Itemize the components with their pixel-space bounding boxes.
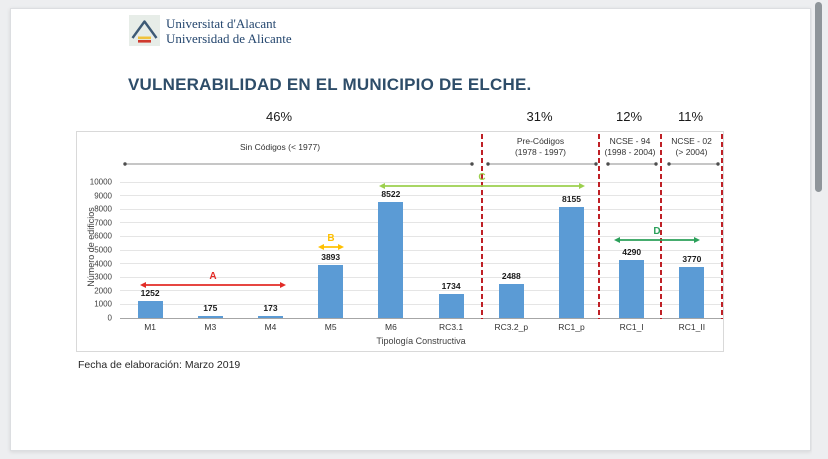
- section-percent: 11%: [677, 109, 704, 124]
- bar-value-label: 175: [203, 302, 218, 313]
- y-tick-label: 3000: [94, 272, 112, 282]
- university-name-catalan: Universitat d'Alacant: [166, 15, 277, 31]
- section-divider-line: [721, 134, 723, 319]
- bar-RC1_I: [619, 259, 645, 318]
- gridline: [120, 303, 722, 305]
- section-divider-line: [598, 134, 600, 319]
- bar-M1: [137, 300, 163, 318]
- section-label: Sin Códigos (< 1977): [239, 142, 321, 152]
- x-tick-label: RC3.2_p: [494, 322, 529, 332]
- x-axis-title: Tipología Constructiva: [376, 336, 466, 346]
- page-title: VULNERABILIDAD EN EL MUNICIPIO DE ELCHE.: [128, 75, 532, 94]
- bar-M3: [197, 315, 223, 318]
- gridline: [120, 222, 722, 224]
- y-tick-label: 1000: [94, 299, 112, 309]
- y-tick-label: 0: [107, 313, 112, 323]
- gridline: [120, 249, 722, 251]
- bar-value-label: 8522: [381, 189, 401, 200]
- section-label: NCSE - 02 (> 2004): [671, 136, 712, 157]
- section-divider-line: [660, 134, 662, 319]
- gridline: [120, 263, 722, 265]
- x-tick-label: M1: [144, 322, 156, 332]
- bar-value-label: 3893: [321, 252, 341, 263]
- x-tick-label: RC1_p: [558, 322, 585, 332]
- section-label: NCSE - 94 (1998 - 2004): [604, 136, 656, 157]
- x-axis-line: [120, 318, 722, 319]
- gridline: [120, 276, 722, 278]
- university-name: Universitat d'Alacant Universidad de Ali…: [166, 16, 292, 46]
- bar-value-label: 3770: [682, 253, 702, 264]
- bar-value-label: 4290: [622, 246, 642, 257]
- university-name-spanish: Universidad de Alicante: [166, 30, 292, 46]
- gridline: [120, 208, 722, 210]
- y-tick-label: 8000: [94, 204, 112, 214]
- section-divider-line: [481, 134, 483, 319]
- university-logo-icon: [129, 15, 160, 46]
- x-tick-label: RC3.1: [439, 322, 464, 332]
- bar-RC1_II: [679, 266, 705, 318]
- y-tick-label: 5000: [94, 245, 112, 255]
- bar-M5: [318, 265, 344, 318]
- section-percent: 12%: [615, 109, 643, 124]
- x-tick-label: M5: [324, 322, 337, 332]
- bar-value-label: 1734: [441, 281, 461, 292]
- bar-M6: [378, 202, 404, 318]
- annotation-label-d: D: [653, 226, 661, 237]
- x-tick-label: M3: [204, 322, 217, 332]
- bar-RC3.2_p: [498, 284, 524, 318]
- university-logo: Universitat d'Alacant Universidad de Ali…: [129, 15, 292, 46]
- annotation-label-c: C: [478, 172, 486, 183]
- x-tick-label: M4: [264, 322, 277, 332]
- section-percent: 31%: [526, 109, 553, 124]
- section-percent: 46%: [265, 109, 293, 124]
- bar-RC1_p: [559, 207, 584, 318]
- gridline: [120, 290, 722, 292]
- gridline: [120, 195, 722, 197]
- y-tick-label: 10000: [89, 177, 112, 187]
- x-tick-label: RC1_I: [619, 322, 644, 332]
- annotation-label-a: A: [209, 271, 217, 282]
- bar-RC3.1: [438, 294, 464, 318]
- bar-value-label: 2488: [501, 271, 521, 282]
- bar-value-label: 1252: [140, 287, 160, 298]
- y-tick-label: 6000: [94, 231, 112, 241]
- bar-value-label: 173: [263, 302, 278, 313]
- y-tick-label: 7000: [94, 218, 112, 228]
- y-tick-label: 4000: [94, 259, 112, 269]
- x-tick-label: RC1_II: [678, 322, 706, 332]
- y-tick-label: 2000: [94, 286, 112, 296]
- vulnerability-chart: Número de edificios Tipología Constructi…: [76, 131, 724, 352]
- document-page: Universitat d'Alacant Universidad de Ali…: [10, 8, 811, 451]
- bar-value-label: 8155: [562, 194, 581, 205]
- section-percent-row: 46% 31% 12% 11%: [76, 109, 724, 129]
- annotation-label-b: B: [327, 233, 335, 244]
- y-tick-label: 9000: [94, 191, 112, 201]
- x-tick-label: M6: [384, 322, 397, 332]
- gridline: [120, 235, 722, 237]
- scrollbar-thumb[interactable]: [815, 2, 822, 192]
- gridline: [120, 181, 722, 183]
- bar-M4: [258, 315, 283, 318]
- elaboration-date: Fecha de elaboración: Marzo 2019: [78, 359, 241, 371]
- section-label: Pre-Códigos (1978 - 1997): [514, 136, 567, 157]
